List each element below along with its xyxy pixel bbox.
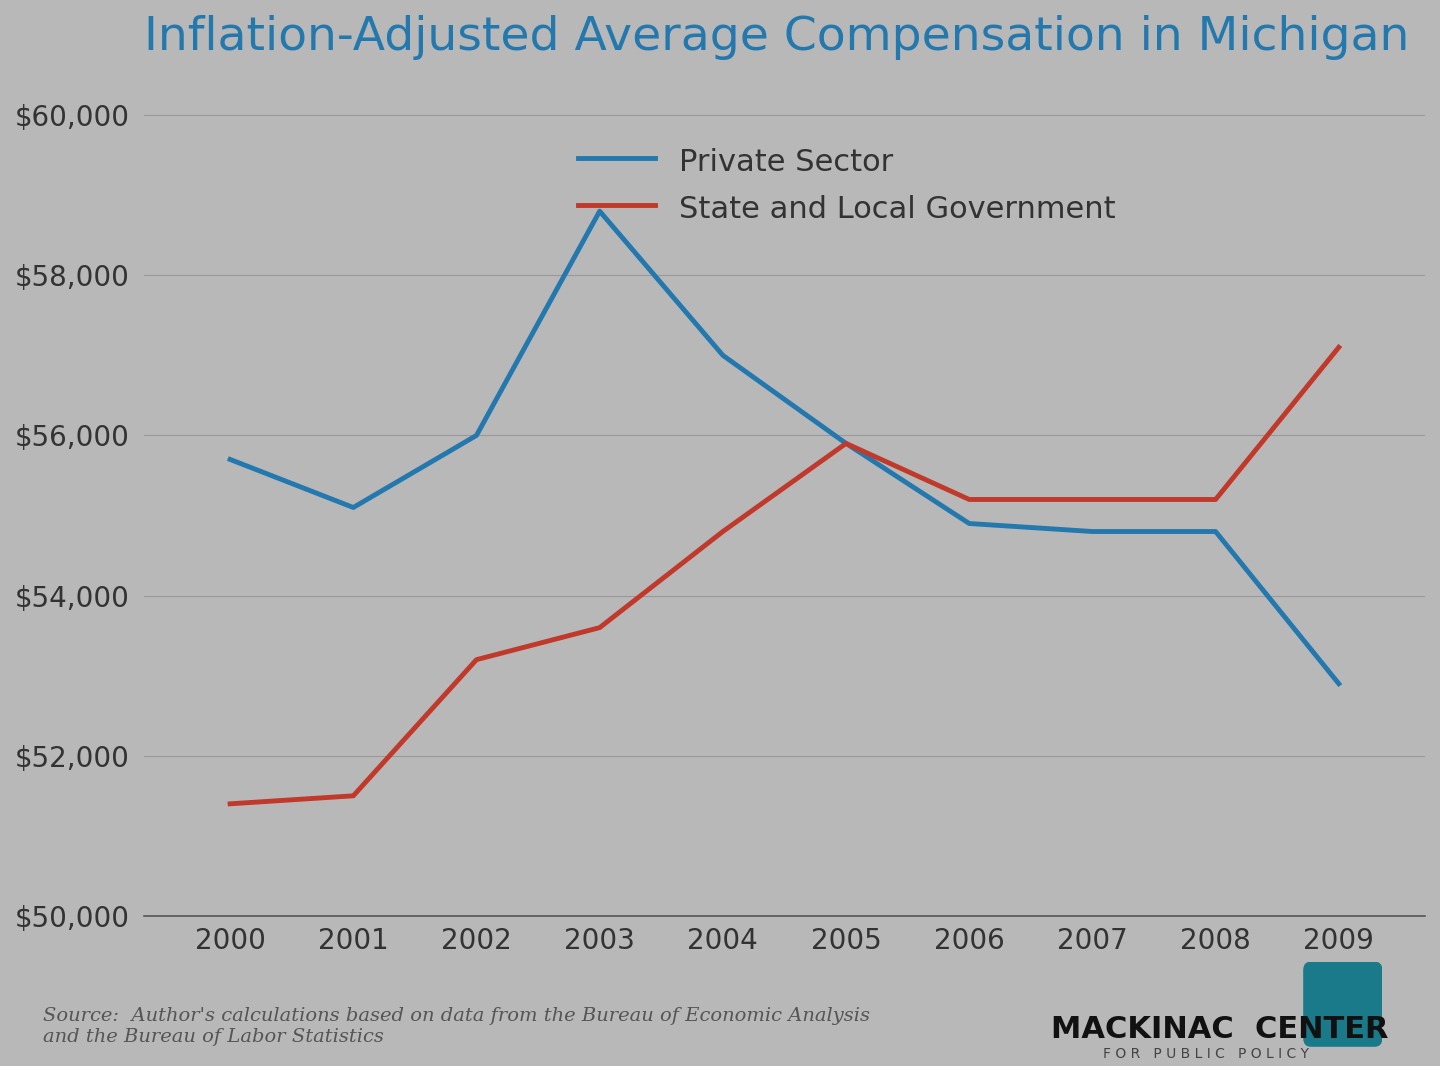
Text: Inflation-Adjusted Average Compensation in Michigan: Inflation-Adjusted Average Compensation … xyxy=(144,15,1410,60)
Text: Source:  Author's calculations based on data from the Bureau of Economic Analysi: Source: Author's calculations based on d… xyxy=(43,1007,870,1046)
Text: F O R   P U B L I C   P O L I C Y: F O R P U B L I C P O L I C Y xyxy=(1103,1047,1309,1061)
Legend: Private Sector, State and Local Government: Private Sector, State and Local Governme… xyxy=(566,132,1128,236)
FancyBboxPatch shape xyxy=(1303,962,1382,1047)
Text: MACKINAC  CENTER: MACKINAC CENTER xyxy=(1051,1015,1388,1044)
